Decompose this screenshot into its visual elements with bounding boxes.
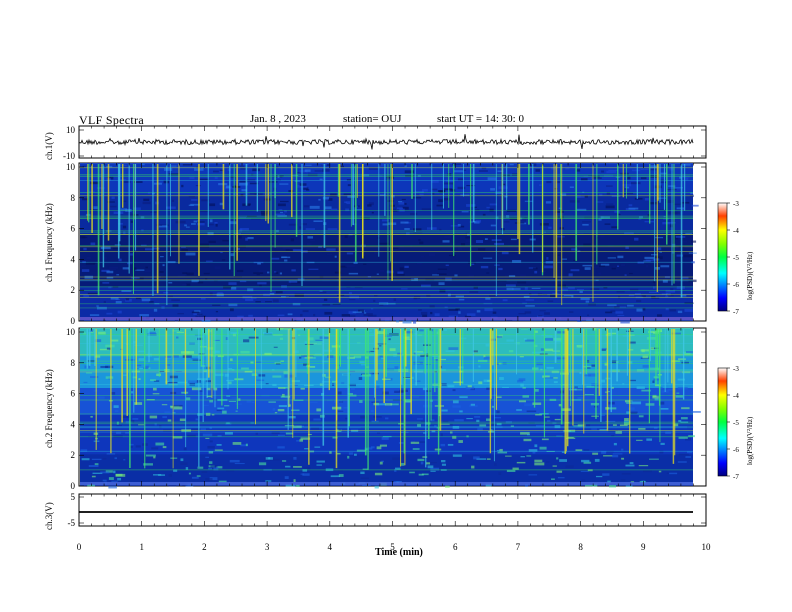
x-tick-label: 5 bbox=[390, 542, 395, 552]
y-tick-label: 10 bbox=[66, 125, 76, 135]
ch1-freq-ylabel: ch.1 Frequency (kHz) bbox=[44, 203, 54, 282]
colorbar-ch2: -3 -4 -5 -6 -7 bbox=[717, 365, 739, 481]
colorbar-tick-label: -7 bbox=[733, 473, 739, 481]
x-tick-label: 0 bbox=[77, 542, 82, 552]
panel-ch3-waveform bbox=[78, 493, 707, 527]
y-tick-label: 5 bbox=[71, 492, 76, 502]
panel-ch1-spectrogram bbox=[78, 162, 707, 324]
y-tick-label: -5 bbox=[68, 518, 76, 528]
x-tick-label: 2 bbox=[202, 542, 207, 552]
y-tick-label: 4 bbox=[71, 254, 76, 264]
colorbar-tick-label: -6 bbox=[733, 446, 739, 454]
colorbar-ch1: -3 -4 -5 -6 -7 bbox=[717, 200, 739, 316]
y-tick-label: 10 bbox=[66, 162, 76, 172]
panel-ch1-waveform bbox=[78, 125, 707, 159]
colorbar-tick-label: -3 bbox=[733, 200, 739, 208]
y-tick-label: 10 bbox=[66, 327, 76, 337]
start-ut-label: start UT = 14: 30: 0 bbox=[437, 113, 524, 125]
ch1-spectrogram-image bbox=[80, 163, 699, 324]
colorbar-tick-label: -3 bbox=[733, 365, 739, 373]
ch3-volt-ylabel: ch.3(V) bbox=[44, 502, 54, 530]
colorbar-tick-label: -4 bbox=[733, 227, 739, 235]
ch2-spectrogram-image bbox=[80, 328, 701, 489]
x-tick-label: 10 bbox=[702, 542, 712, 552]
y-tick-label: 4 bbox=[71, 419, 76, 429]
x-tick-label: 7 bbox=[516, 542, 521, 552]
y-tick-label: 2 bbox=[71, 450, 76, 460]
y-tick-label: 8 bbox=[71, 358, 76, 368]
ch1-waveform-line bbox=[78, 134, 694, 150]
y-tick-label: 0 bbox=[71, 316, 76, 326]
x-tick-label: 4 bbox=[328, 542, 333, 552]
x-tick-label: 1 bbox=[139, 542, 144, 552]
y-tick-label: 2 bbox=[71, 285, 76, 295]
y-tick-label: 6 bbox=[71, 224, 76, 234]
panel-ch2-spectrogram bbox=[78, 327, 707, 489]
x-tick-label: 3 bbox=[265, 542, 270, 552]
figure-title: VLF Spectra bbox=[79, 113, 144, 127]
ch1-volt-ylabel: ch.1(V) bbox=[44, 132, 54, 160]
y-tick-label: -10 bbox=[63, 151, 75, 161]
colorbar-tick-label: -6 bbox=[733, 281, 739, 289]
y-tick-label: 0 bbox=[71, 481, 76, 491]
station-label: station= OUJ bbox=[343, 113, 402, 125]
colorbar-tick-label: -5 bbox=[733, 254, 739, 262]
y-tick-label: 8 bbox=[71, 193, 76, 203]
x-tick-label: 8 bbox=[578, 542, 583, 552]
colorbar-tick-label: -7 bbox=[733, 308, 739, 316]
x-tick-label: 6 bbox=[453, 542, 458, 552]
x-tick-label: 9 bbox=[641, 542, 646, 552]
ch2-freq-ylabel: ch.2 Frequency (kHz) bbox=[44, 369, 54, 448]
colorbar-tick-label: -4 bbox=[733, 392, 739, 400]
y-tick-label: 6 bbox=[71, 389, 76, 399]
x-axis-label: Time (min) bbox=[375, 547, 423, 558]
date-label: Jan. 8 , 2023 bbox=[250, 113, 306, 125]
colorbar-ch2-label: log(PSD)(V²/Hz) bbox=[746, 416, 754, 465]
colorbar-tick-label: -5 bbox=[733, 419, 739, 427]
colorbar-ch1-label: log(PSD)(V²/Hz) bbox=[746, 251, 754, 300]
